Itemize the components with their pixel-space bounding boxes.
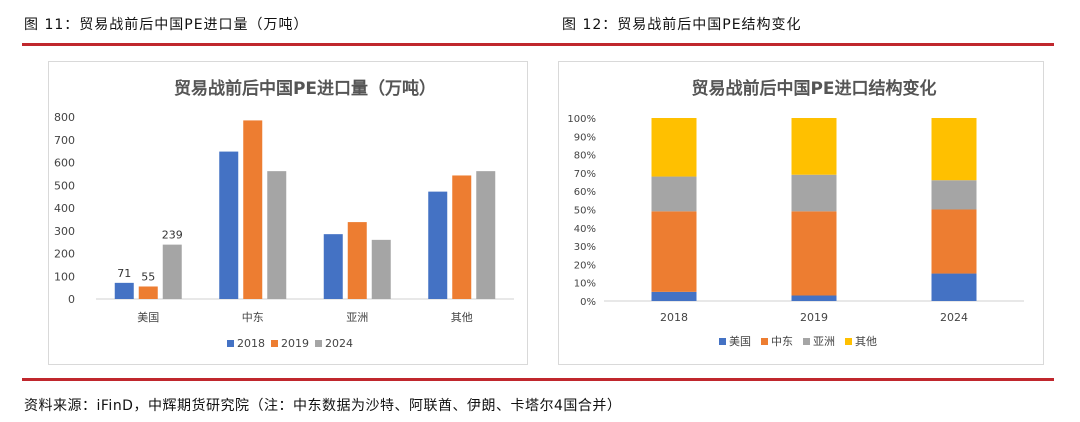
x-tick-label: 其他 bbox=[451, 311, 473, 324]
data-label: 55 bbox=[141, 270, 155, 283]
x-tick-label: 2024 bbox=[940, 311, 968, 324]
y-tick-label: 100 bbox=[54, 270, 75, 283]
x-tick-label: 2019 bbox=[800, 311, 828, 324]
legend-label: 其他 bbox=[855, 335, 877, 348]
stack-中东-2019 bbox=[791, 211, 837, 296]
legend-label: 2024 bbox=[325, 337, 353, 350]
y-tick-label: 400 bbox=[54, 202, 75, 215]
legend-swatch-其他 bbox=[845, 338, 852, 345]
chart-panel-volume: 贸易战前后中国PE进口量（万吨） 0 100 200 300 400 500 600 700 80… bbox=[48, 61, 528, 365]
legend-label: 2019 bbox=[281, 337, 309, 350]
bar-2018-0 bbox=[114, 282, 134, 299]
bottom-rule bbox=[22, 378, 1054, 381]
chart-title: 贸易战前后中国PE进口结构变化 bbox=[691, 78, 936, 99]
data-label: 71 bbox=[117, 267, 131, 280]
import-volume-chart: 贸易战前后中国PE进口量（万吨） 0 100 200 300 400 500 600 700 80… bbox=[54, 78, 514, 350]
bar-2018-3 bbox=[428, 191, 448, 299]
stack-美国-2018 bbox=[651, 291, 697, 301]
legend-swatch-中东 bbox=[761, 338, 768, 345]
bar-2024-3 bbox=[476, 171, 496, 299]
y-tick-label: 90% bbox=[574, 132, 596, 143]
bar-2018-2 bbox=[323, 234, 343, 299]
legend-label: 亚洲 bbox=[813, 335, 835, 348]
y-tick-label: 0% bbox=[580, 297, 596, 308]
bar-2019-3 bbox=[452, 175, 472, 299]
y-tick-label: 700 bbox=[54, 134, 75, 147]
bar-2024-0 bbox=[162, 244, 182, 299]
y-tick-label: 600 bbox=[54, 157, 75, 170]
bar-2024-1 bbox=[267, 171, 287, 299]
legend-swatch-美国 bbox=[719, 338, 726, 345]
chart-panel-structure: 贸易战前后中国PE进口结构变化 0% 10% 20% 30% 40% 50% 60% 70% 80… bbox=[558, 61, 1044, 365]
legend-label: 2018 bbox=[237, 337, 265, 350]
figure-caption-right: 图 12：贸易战前后中国PE结构变化 bbox=[562, 17, 802, 33]
y-tick-label: 300 bbox=[54, 225, 75, 238]
stack-中东-2024 bbox=[931, 209, 977, 274]
top-rule bbox=[22, 43, 1054, 46]
legend-label: 中东 bbox=[771, 335, 793, 348]
x-tick-label: 美国 bbox=[137, 311, 159, 324]
stack-美国-2019 bbox=[791, 295, 837, 301]
stack-美国-2024 bbox=[931, 273, 977, 301]
stack-其他-2019 bbox=[791, 118, 837, 175]
y-tick-label: 30% bbox=[574, 242, 596, 253]
stack-亚洲-2019 bbox=[791, 174, 837, 212]
y-tick-label: 10% bbox=[574, 279, 596, 290]
import-structure-chart: 贸易战前后中国PE进口结构变化 0% 10% 20% 30% 40% 50% 60% 70% 80… bbox=[567, 78, 1024, 348]
y-tick-label: 80% bbox=[574, 151, 596, 162]
bar-2018-1 bbox=[219, 151, 239, 299]
x-tick-label: 2018 bbox=[660, 311, 688, 324]
stack-其他-2018 bbox=[651, 118, 697, 177]
bar-2019-1 bbox=[243, 120, 263, 299]
y-tick-label: 20% bbox=[574, 260, 596, 271]
bar-2024-2 bbox=[371, 239, 391, 299]
chart-title: 贸易战前后中国PE进口量（万吨） bbox=[174, 78, 436, 99]
stack-亚洲-2024 bbox=[931, 180, 977, 210]
y-tick-label: 800 bbox=[54, 111, 75, 124]
y-tick-label: 0 bbox=[68, 293, 75, 306]
legend-swatch-亚洲 bbox=[803, 338, 810, 345]
stack-其他-2024 bbox=[931, 118, 977, 181]
figure-caption-left: 图 11：贸易战前后中国PE进口量（万吨） bbox=[24, 17, 309, 33]
y-tick-label: 50% bbox=[574, 206, 596, 217]
legend-swatch-2018 bbox=[227, 340, 234, 347]
y-tick-label: 500 bbox=[54, 179, 75, 192]
stack-亚洲-2018 bbox=[651, 176, 697, 212]
bar-2019-2 bbox=[347, 222, 367, 299]
y-tick-label: 70% bbox=[574, 169, 596, 180]
x-tick-label: 中东 bbox=[242, 311, 264, 324]
data-label: 239 bbox=[162, 229, 183, 242]
y-tick-label: 40% bbox=[574, 224, 596, 235]
y-tick-label: 200 bbox=[54, 248, 75, 261]
legend-label: 美国 bbox=[729, 335, 751, 348]
y-tick-label: 100% bbox=[567, 114, 596, 125]
bar-2019-0 bbox=[138, 286, 158, 299]
source-note: 资料来源：iFinD，中辉期货研究院（注：中东数据为沙特、阿联酋、伊朗、卡塔尔4… bbox=[24, 398, 622, 414]
x-tick-label: 亚洲 bbox=[346, 311, 368, 324]
legend-swatch-2024 bbox=[315, 340, 322, 347]
y-tick-label: 60% bbox=[574, 187, 596, 198]
legend-swatch-2019 bbox=[271, 340, 278, 347]
stack-中东-2018 bbox=[651, 211, 697, 292]
